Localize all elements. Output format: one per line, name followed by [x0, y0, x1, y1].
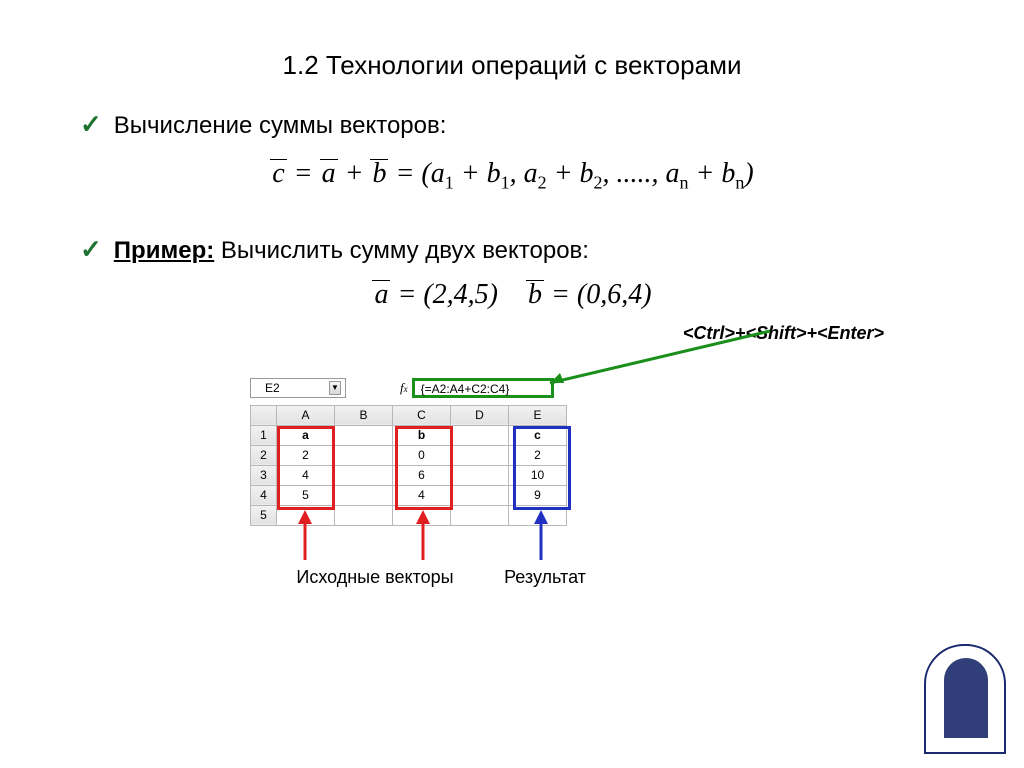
cell[interactable]: [335, 425, 393, 445]
cell[interactable]: 2: [509, 445, 567, 465]
cell[interactable]: 4: [393, 485, 451, 505]
spreadsheet-grid[interactable]: A B C D E 1 a b c 2 2 0 2: [250, 405, 567, 526]
cell[interactable]: [393, 505, 451, 525]
cell[interactable]: c: [509, 425, 567, 445]
formula-bar[interactable]: {=A2:A4+C2:C4}: [412, 378, 554, 398]
owl-logo: [924, 644, 1006, 754]
row-header[interactable]: 5: [251, 505, 277, 525]
col-header[interactable]: B: [335, 405, 393, 425]
key-hint: <Ctrl>+<Shift>+<Enter>: [683, 323, 884, 344]
bullet-2: ✓ Пример: Вычислить сумму двух векторов:: [80, 234, 944, 265]
label-source: Исходные векторы: [270, 567, 480, 588]
spreadsheet-fragment: E2 ▼ fx {=A2:A4+C2:C4} A B C D E 1 a b c: [250, 377, 710, 526]
cell[interactable]: [451, 505, 509, 525]
example-label: Пример:: [114, 237, 214, 264]
cell[interactable]: [451, 425, 509, 445]
cell[interactable]: 4: [277, 465, 335, 485]
fx-icon[interactable]: fx: [400, 380, 408, 396]
label-result: Результат: [490, 567, 600, 588]
cell[interactable]: [335, 505, 393, 525]
cell[interactable]: b: [393, 425, 451, 445]
select-all-corner[interactable]: [251, 405, 277, 425]
slide-title: 1.2 Технологии операций с векторами: [80, 50, 944, 81]
cell[interactable]: [509, 505, 567, 525]
cell[interactable]: 10: [509, 465, 567, 485]
cell[interactable]: [335, 445, 393, 465]
check-icon: ✓: [80, 109, 102, 140]
cell[interactable]: [277, 505, 335, 525]
col-header[interactable]: D: [451, 405, 509, 425]
col-header[interactable]: A: [277, 405, 335, 425]
row-header[interactable]: 1: [251, 425, 277, 445]
row-header[interactable]: 4: [251, 485, 277, 505]
col-header[interactable]: C: [393, 405, 451, 425]
col-header[interactable]: E: [509, 405, 567, 425]
cell[interactable]: a: [277, 425, 335, 445]
row-header[interactable]: 2: [251, 445, 277, 465]
cell[interactable]: [451, 445, 509, 465]
row-header[interactable]: 3: [251, 465, 277, 485]
example-text: Вычислить сумму двух векторов:: [214, 237, 589, 264]
cell[interactable]: 2: [277, 445, 335, 465]
dropdown-icon[interactable]: ▼: [329, 381, 341, 395]
cell[interactable]: [335, 465, 393, 485]
cell[interactable]: [451, 465, 509, 485]
bullet-1-text: Вычисление суммы векторов:: [114, 112, 447, 140]
formula-main: c = a + b = (a1 + b1, a2 + b2, ....., an…: [80, 158, 944, 194]
cell[interactable]: 0: [393, 445, 451, 465]
bullet-1: ✓ Вычисление суммы векторов:: [80, 109, 944, 140]
cell[interactable]: 9: [509, 485, 567, 505]
check-icon: ✓: [80, 234, 102, 265]
cell[interactable]: 5: [277, 485, 335, 505]
cell[interactable]: 6: [393, 465, 451, 485]
cell[interactable]: [451, 485, 509, 505]
name-box[interactable]: E2 ▼: [250, 378, 346, 398]
vectors-given: a = (2,4,5) b = (0,6,4): [80, 279, 944, 311]
cell[interactable]: [335, 485, 393, 505]
active-cell-ref: E2: [265, 379, 280, 397]
